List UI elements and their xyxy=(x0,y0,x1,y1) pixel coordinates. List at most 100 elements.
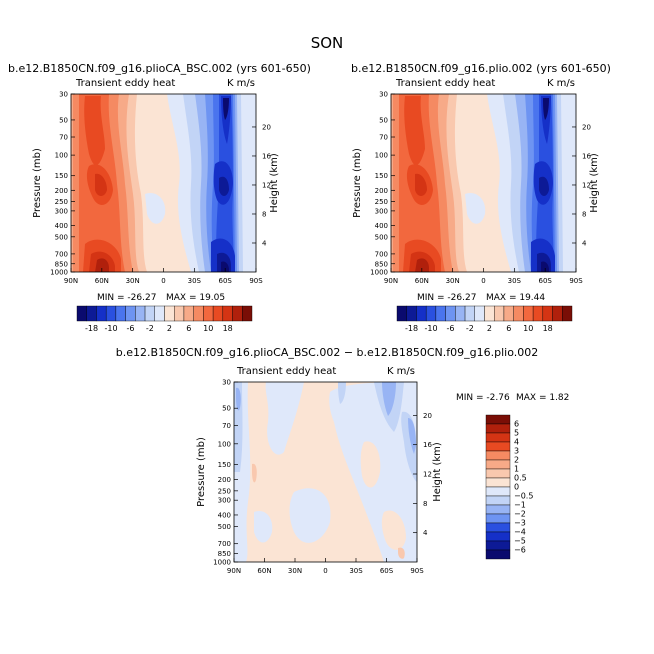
colorbar-0-swatch xyxy=(96,305,107,322)
panel-right-ytick-label: 400 xyxy=(375,222,388,230)
field-neg-blob-5 xyxy=(254,510,273,543)
colorbar-0-label: 2 xyxy=(167,324,172,333)
panel-right-ytick-right-label: 4 xyxy=(582,239,587,247)
colorbar-0-swatch xyxy=(105,305,117,322)
colorbar-0-swatch xyxy=(115,305,126,322)
colorbar-diff-label: 3 xyxy=(514,447,519,456)
field-pos-blob-1 xyxy=(360,441,381,488)
panel-left-xtick-label: 60S xyxy=(218,277,232,285)
panel-left-xtick-label: 60N xyxy=(95,277,109,285)
colorbar-diff-swatch xyxy=(485,522,511,533)
panel-right-ytick-right-label: 12 xyxy=(582,181,591,189)
colorbar-0-label: 18 xyxy=(223,324,233,333)
panel-diff-field xyxy=(234,382,417,562)
panel-diff-ytick-right-label: 20 xyxy=(423,412,432,420)
panel-diff-ytick-label: 250 xyxy=(218,487,231,495)
panel-right-xtick-label: 60S xyxy=(538,277,552,285)
colorbar-1-swatch xyxy=(445,305,456,322)
panel-right-xtick-label: 30N xyxy=(446,277,460,285)
colorbar-diff-label: 2 xyxy=(514,456,519,465)
colorbar-1-swatch xyxy=(406,305,417,322)
colorbar-1-label: -18 xyxy=(405,324,418,333)
panel-right-ytick-label: 250 xyxy=(375,198,388,206)
field-sh-level-8 xyxy=(539,176,549,196)
panel-left-xtick-label: 90N xyxy=(64,277,78,285)
colorbar-diff-swatch xyxy=(485,495,511,506)
panel-left-left-label: Transient eddy heat xyxy=(75,78,175,89)
panel-right-ytick-label: 500 xyxy=(375,233,388,241)
panel-left-xtick-label: 30N xyxy=(126,277,140,285)
panel-diff-ytick-label: 30 xyxy=(222,379,231,387)
panel-diff-xtick-label: 0 xyxy=(323,567,327,575)
colorbar-0-swatch xyxy=(144,305,155,322)
panel-left-ytick-label: 50 xyxy=(59,116,68,124)
colorbar-diff-swatch xyxy=(485,414,511,425)
panel-diff-xtick-label: 30S xyxy=(349,567,363,575)
panel-left-plot xyxy=(70,93,257,273)
panel-right-ytick-label: 150 xyxy=(375,172,388,180)
colorbar-1-swatch xyxy=(532,305,544,322)
panel-diff-xtick-label: 60N xyxy=(257,567,271,575)
panel-diff-max: MAX = 1.82 xyxy=(516,393,569,403)
colorbar-0-label: 6 xyxy=(186,324,191,333)
colorbar-0-swatch xyxy=(164,305,175,322)
panel-left-ytick-right-label: 12 xyxy=(262,181,271,189)
colorbar-1-label: 6 xyxy=(506,324,511,333)
colorbar-1-swatch xyxy=(523,305,534,322)
colorbar-diff-swatch xyxy=(485,432,511,443)
colorbar-diff-label: −5 xyxy=(514,537,526,546)
panel-left-ytick-label: 70 xyxy=(59,134,68,142)
panel-right-xtick-label: 0 xyxy=(481,277,485,285)
panel-right-xtick-label: 90S xyxy=(569,277,583,285)
panel-left-ytick-right-label: 4 xyxy=(262,239,267,247)
panel-diff-ytick-label: 200 xyxy=(218,476,231,484)
field-sh-level-1b xyxy=(465,192,486,224)
colorbar-0-swatch xyxy=(183,305,194,322)
panel-left-max: MAX = 19.05 xyxy=(166,293,225,303)
panel-diff-ytick-label: 150 xyxy=(218,461,231,469)
panel-right-ytick-label: 50 xyxy=(379,116,388,124)
panel-right-field xyxy=(391,94,576,272)
colorbar-0-label: -18 xyxy=(85,324,98,333)
colorbar-0-swatch xyxy=(212,305,224,322)
panel-diff-min: MIN = -2.76 xyxy=(456,393,510,403)
figure-title: SON xyxy=(311,34,344,52)
panel-right-ytick-label: 700 xyxy=(375,250,388,258)
colorbar-diff-swatch xyxy=(485,477,511,488)
colorbar-1-label: 10 xyxy=(523,324,533,333)
panel-left-title: b.e12.B1850CN.f09_g16.plioCA_BSC.002 (yr… xyxy=(8,62,311,75)
field-sh-level-9b xyxy=(543,98,549,120)
panel-right-ylabel-right: Height (km) xyxy=(589,153,600,213)
panel-left-ytick-label: 30 xyxy=(59,91,68,99)
colorbar-1-swatch xyxy=(435,305,446,322)
colorbar-0-label: -6 xyxy=(126,324,134,333)
panel-diff-xtick-label: 90S xyxy=(410,567,424,575)
colorbar-0-swatch xyxy=(135,305,146,322)
colorbar-diff-swatch xyxy=(485,540,511,551)
colorbar-diff-label: −1 xyxy=(514,501,526,510)
panel-left-ytick-right-label: 8 xyxy=(262,210,266,218)
colorbar-1-swatch xyxy=(503,305,514,322)
colorbar-diff-label: 0.5 xyxy=(514,474,527,483)
colorbar-0-swatch xyxy=(232,305,243,322)
field-sh-level-9 xyxy=(541,261,549,272)
colorbar-diff-swatch xyxy=(485,459,511,470)
colorbar-1-label: 18 xyxy=(543,324,553,333)
panel-left-ytick-right-label: 20 xyxy=(262,123,271,131)
field-nh-level-5 xyxy=(404,96,425,166)
panel-diff-left-label: Transient eddy heat xyxy=(236,366,336,377)
colorbar-diff-label: 5 xyxy=(514,429,519,438)
panel-left-ytick-label: 500 xyxy=(55,233,68,241)
colorbar-0-swatch xyxy=(125,305,136,322)
colorbar-diff-swatch xyxy=(485,423,511,434)
axis-and-colorbar-layer: 90N 60N 30N 0 30S 60S 90S305070100150200250300… xyxy=(50,91,591,576)
colorbar-0-swatch xyxy=(242,305,253,322)
panel-left-right-label: K m/s xyxy=(227,78,255,89)
panel-left-ytick-label: 150 xyxy=(55,172,68,180)
panel-left-ytick-label: 700 xyxy=(55,250,68,258)
colorbar-1-label: -10 xyxy=(424,324,437,333)
panel-diff-ytick-label: 70 xyxy=(222,422,231,430)
colorbar-1-swatch xyxy=(484,305,495,322)
field-pos-level-2b xyxy=(398,547,405,559)
panel-left-xtick-label: 0 xyxy=(161,277,165,285)
